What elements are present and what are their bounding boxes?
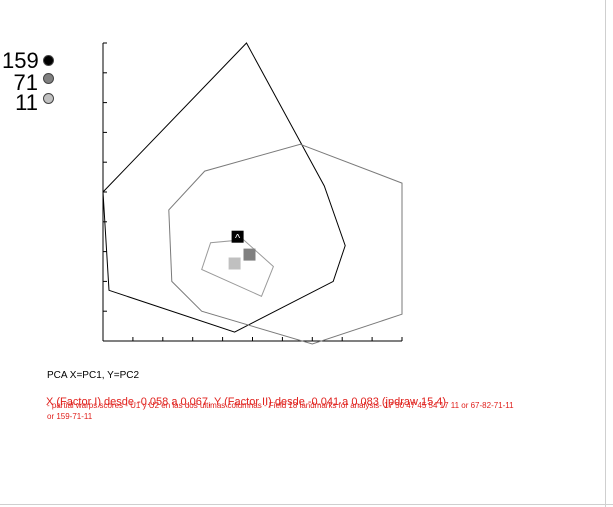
page-border-bottom xyxy=(0,504,613,505)
legend-dot-11 xyxy=(43,93,54,104)
analysis-note: - partial warps scores - U1 y U2 en las … xyxy=(47,401,514,421)
legend-dot-159 xyxy=(43,55,54,66)
hull-11 xyxy=(201,239,274,297)
group-centroids: ^ xyxy=(228,230,256,270)
centroid-159 xyxy=(231,230,244,243)
hull-159 xyxy=(102,42,346,333)
plot-caption: PCA X=PC1, Y=PC2 xyxy=(47,370,140,381)
group-hulls xyxy=(102,42,403,345)
centroid-159-caret: ^ xyxy=(235,233,241,245)
axis-range-note: X (Factor I) desde -0.058 a 0.067, Y (Fa… xyxy=(46,396,447,408)
page-border-right xyxy=(605,0,606,507)
legend-dot-71 xyxy=(43,73,54,84)
legend-label-11: 11 xyxy=(15,90,38,115)
centroid-71 xyxy=(243,248,256,261)
plot-axes xyxy=(102,42,403,342)
centroid-11 xyxy=(228,257,241,270)
legend-label-71: 71 xyxy=(13,70,38,95)
legend-label-159: 159 xyxy=(2,48,39,73)
hull-71 xyxy=(168,143,403,345)
